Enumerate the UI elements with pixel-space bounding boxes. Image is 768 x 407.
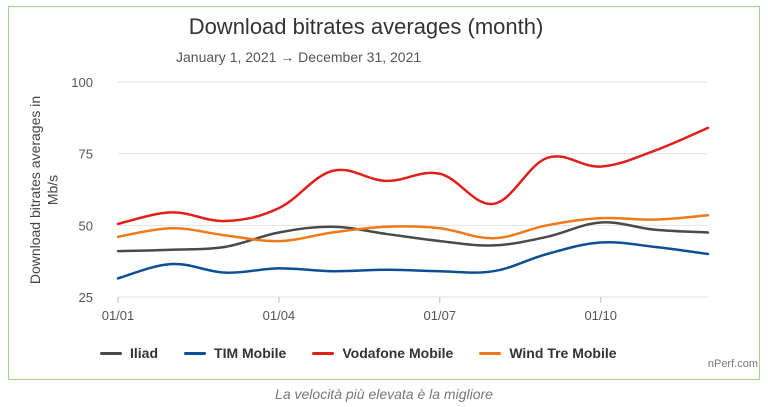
watermark: nPerf.com	[707, 358, 758, 370]
legend-item-wind-tre-mobile[interactable]: Wind Tre Mobile	[479, 345, 617, 361]
legend-item-vodafone-mobile[interactable]: Vodafone Mobile	[312, 345, 453, 361]
x-tick-label: 01/04	[263, 308, 296, 323]
chart-frame	[8, 6, 760, 380]
series-line-vodafone-mobile	[116, 126, 710, 226]
chart-title: Download bitrates averages (month)	[188, 14, 544, 39]
y-tick-label: 50	[79, 218, 93, 233]
caption: La velocità più elevata è la migliore	[275, 386, 493, 402]
series-line-iliad	[116, 221, 710, 253]
series-line-tim-mobile	[116, 241, 710, 280]
chart-subtitle: January 1, 2021 → December 31, 2021	[176, 49, 422, 65]
legend-swatch	[479, 351, 502, 355]
legend-swatch	[312, 351, 335, 355]
series-line-wind-tre-mobile	[116, 214, 710, 243]
legend-label: TIM Mobile	[214, 345, 287, 361]
y-tick-label: 100	[71, 75, 93, 90]
legend-label: Iliad	[130, 345, 159, 361]
chart-legend: Iliad TIM Mobile Vodafone Mobile Wind Tre M…	[100, 345, 617, 361]
legend-label: Wind Tre Mobile	[509, 345, 617, 361]
legend-item-iliad[interactable]: Iliad	[100, 345, 158, 361]
legend-swatch	[184, 351, 207, 355]
x-tick-label: 01/01	[102, 308, 135, 323]
y-tick-label: 25	[79, 290, 93, 305]
x-tick-label: 01/07	[424, 308, 457, 323]
legend-label: Vodafone Mobile	[342, 345, 454, 361]
x-tick-label: 01/10	[584, 308, 617, 323]
legend-swatch	[100, 351, 122, 355]
y-axis-title: Download bitrates averages in Mb/s	[27, 96, 61, 284]
legend-item-tim-mobile[interactable]: TIM Mobile	[184, 345, 286, 361]
y-tick-label: 75	[79, 147, 93, 162]
